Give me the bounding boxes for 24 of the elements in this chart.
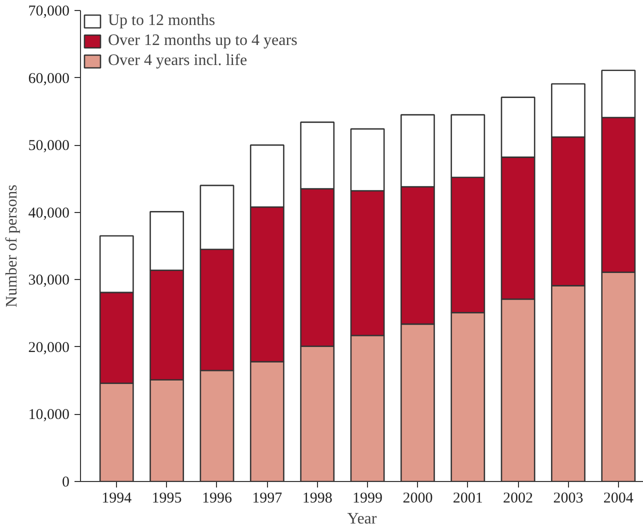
- x-tick-label: 2004: [603, 490, 634, 506]
- x-tick-label: 1994: [102, 490, 132, 506]
- y-tick-label: 40,000: [28, 205, 70, 222]
- y-tick-label: 20,000: [28, 340, 70, 356]
- x-axis-title: Year: [347, 510, 378, 528]
- legend-label: Up to 12 months: [108, 12, 216, 30]
- x-tick-label: 1995: [152, 490, 182, 506]
- x-tick-label: 2003: [553, 490, 584, 506]
- y-tick-label: 70,000: [28, 4, 70, 20]
- x-tick-label: 1999: [352, 490, 383, 506]
- y-tick-label: 30,000: [28, 272, 70, 289]
- x-tick-label: 1998: [302, 490, 332, 506]
- y-axis-title: Number of persons: [3, 184, 20, 308]
- y-tick-label: 60,000: [28, 70, 70, 87]
- y-tick-label: 50,000: [28, 138, 70, 154]
- x-tick-label: 2000: [402, 490, 433, 506]
- legend-label: Over 4 years incl. life: [108, 52, 248, 70]
- y-tick-label: 10,000: [28, 407, 70, 424]
- x-tick-label: 2001: [452, 490, 483, 506]
- x-tick-label: 2002: [503, 490, 534, 506]
- legend-label: Over 12 months up to 4 years: [108, 32, 298, 50]
- y-tick-label: 0: [62, 474, 70, 490]
- x-tick-label: 1996: [202, 490, 232, 506]
- x-tick-label: 1997: [252, 490, 283, 506]
